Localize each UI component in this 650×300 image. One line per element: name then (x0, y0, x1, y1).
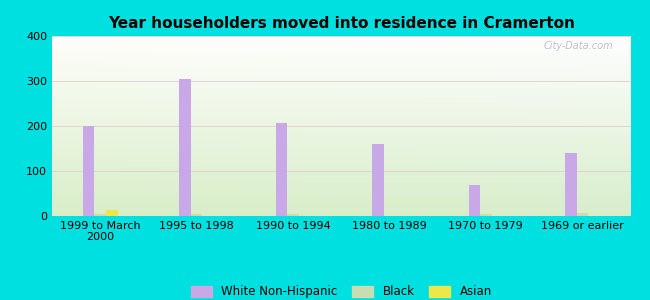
Bar (372, 144, 383, 216)
Bar (83, 126, 94, 216)
Bar (276, 123, 287, 216)
Title: Year householders moved into residence in Cramerton: Year householders moved into residence i… (108, 16, 575, 31)
Text: City-Data.com: City-Data.com (543, 41, 613, 51)
Bar (191, 214, 202, 216)
Bar (94, 214, 106, 216)
Bar (565, 153, 577, 216)
Bar (106, 210, 118, 216)
Bar (469, 184, 480, 216)
Bar (179, 79, 191, 216)
Bar (287, 214, 299, 216)
Bar (480, 214, 491, 216)
Bar (577, 213, 588, 216)
Legend: White Non-Hispanic, Black, Asian: White Non-Hispanic, Black, Asian (185, 280, 498, 300)
